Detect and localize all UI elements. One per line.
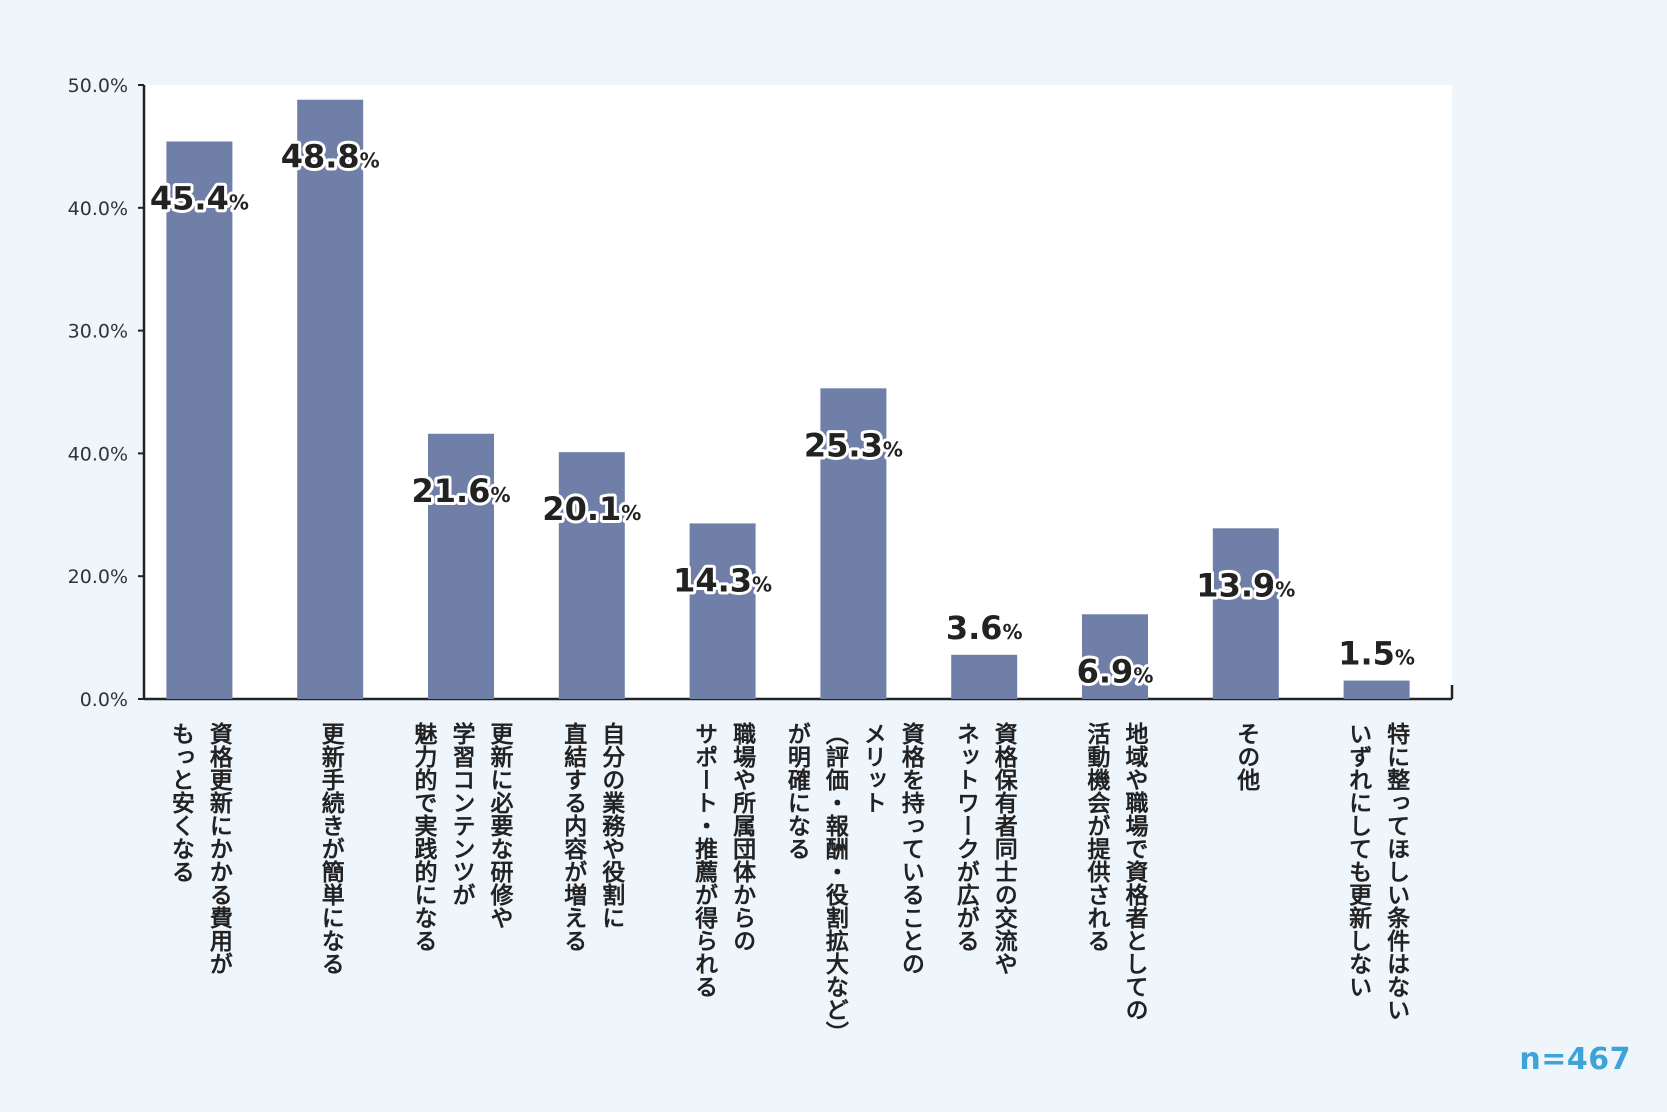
sample-size-label: n=467	[1519, 1042, 1631, 1077]
bar	[297, 99, 364, 699]
y-tick-label: 0.0%	[80, 689, 128, 711]
category-label: その他	[1233, 722, 1262, 791]
category-label: 地域や職場で資格者としての	[1121, 722, 1150, 1021]
category-label: 自分の業務や役割に	[598, 721, 627, 929]
bar	[1343, 680, 1410, 699]
value-label: 3.6%	[946, 609, 1023, 647]
category-label: 魅力的で実践的になる	[410, 721, 438, 952]
bar	[1082, 614, 1148, 699]
value-label: 6.9%	[1077, 652, 1154, 690]
category-label: ネットワークが広がる	[952, 722, 980, 952]
bar	[558, 452, 625, 699]
y-tick-label: 40.0%	[68, 443, 128, 465]
category-label: 更新に必要な研修や	[486, 722, 515, 929]
category-label: 特に整ってほしい条件はない	[1383, 722, 1411, 1021]
category-label: メリット	[859, 722, 885, 814]
category-label: もっと安くなる	[167, 722, 194, 883]
category-label: 資格を持っていることの	[897, 721, 925, 975]
bar	[689, 523, 756, 699]
bar	[820, 388, 887, 699]
category-label: 資格保有者同士の交流や	[990, 721, 1019, 975]
value-label: 14.3%	[673, 561, 772, 599]
value-label: 13.9%	[1196, 566, 1295, 604]
value-label: 25.3%	[804, 426, 903, 464]
bar	[428, 433, 494, 699]
value-label: 1.5%	[1338, 635, 1415, 673]
category-label: （評価・報酬・役割拡大など）	[821, 722, 850, 1044]
value-label: 48.8%	[281, 138, 380, 176]
y-tick-label: 20.0%	[68, 566, 128, 588]
category-label: が明確になる	[783, 721, 811, 860]
value-label: 45.4%	[150, 179, 249, 217]
y-tick-label: 30.0%	[68, 321, 128, 343]
category-label: 学習コンテンツが	[448, 721, 476, 906]
category-label: サポート・推薦が得られる	[691, 722, 720, 998]
bar	[166, 141, 233, 699]
category-label: 直結する内容が増える	[560, 721, 588, 952]
category-label: 活動機会が提供される	[1083, 722, 1112, 952]
value-label: 21.6%	[412, 472, 511, 510]
category-label: 更新手続きが簡単になる	[317, 722, 345, 975]
y-tick-label: 40.0%	[68, 198, 128, 220]
value-label: 20.1%	[542, 490, 641, 528]
category-label: いずれにしても更新しない	[1345, 722, 1373, 998]
y-tick-label: 50.0%	[68, 75, 128, 97]
bar	[951, 654, 1018, 699]
category-label: 職場や所属団体からの	[729, 721, 757, 952]
category-label: 資格更新にかかる費用が	[205, 721, 233, 975]
bar	[1212, 528, 1279, 699]
